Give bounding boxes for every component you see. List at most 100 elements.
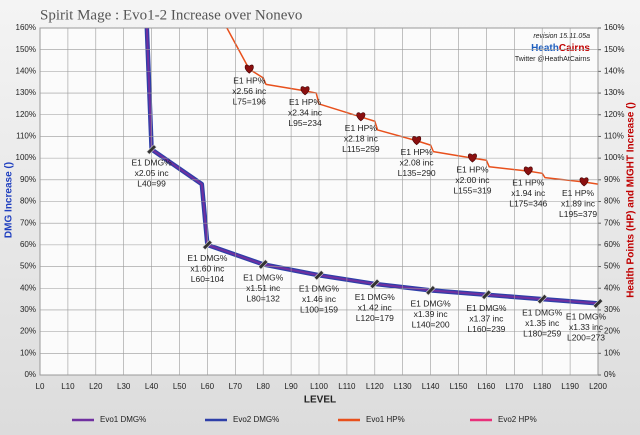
y2-tick-label: 80% [604,197,620,206]
x-tick-label: L170 [505,382,523,391]
y2-tick-label: 40% [604,283,620,292]
x-tick-label: L130 [394,382,412,391]
dmg-marker [313,270,325,281]
twitter: Twitter @HeathAtCairns [515,56,591,63]
x-tick-label: L120 [366,382,384,391]
y2-tick-label: 20% [604,327,620,336]
y-tick-label: 160% [16,23,36,32]
y2-tick-label: 120% [604,110,624,119]
x-tick-label: L50 [173,382,187,391]
annotation-line: E1 HP% [233,75,266,85]
hp-marker [579,177,589,187]
y2-tick-label: 90% [604,175,620,184]
annotation-line: E1 DMG% [522,307,563,317]
annotation-line: E1 HP% [345,123,378,133]
annotation-line: E1 DMG% [355,292,396,302]
annotation-line: L160=239 [467,324,505,334]
dmg-marker [425,285,436,296]
y-tick-label: 120% [16,110,36,119]
y-tick-label: 110% [16,132,36,141]
annotation-line: E1 HP% [456,164,489,174]
annotation-line: x1.35 inc [525,318,560,328]
x-tick-label: L70 [229,382,243,391]
legend-label: Evo2 DMG% [233,415,279,424]
x-tick-label: L150 [450,382,468,391]
y2-tick-label: 110% [604,132,624,141]
annotation-line: L100=159 [300,304,338,314]
annotation-line: L155=319 [453,185,491,195]
annotation-line: L120=179 [356,313,394,323]
annotation-line: x2.05 inc [135,168,170,178]
x-tick-label: L20 [89,382,103,391]
annotation-line: x2.18 inc [344,134,379,144]
y-tick-label: 0% [24,370,36,379]
y2-tick-label: 0% [604,370,616,379]
annotation-line: E1 HP% [562,188,595,198]
annotation-line: L200=273 [567,333,605,343]
annotation-line: L140=200 [412,320,450,330]
y-tick-label: 150% [16,45,36,54]
y2-tick-label: 140% [604,66,624,75]
y-tick-label: 40% [20,283,36,292]
annotation-line: x2.56 inc [232,86,267,96]
x-tick-label: L160 [478,382,496,391]
annotation-line: x1.42 inc [358,303,393,313]
y2-tick-label: 10% [604,348,620,357]
x-tick-label: L80 [257,382,271,391]
x-tick-label: L140 [422,382,440,391]
y-tick-label: 90% [20,175,36,184]
y2-tick-label: 100% [604,153,624,162]
x-tick-label: L190 [561,382,579,391]
annotation-line: L115=259 [342,144,380,154]
y-tick-label: 60% [20,240,36,249]
annotation-line: x1.39 inc [414,309,449,319]
dmg-marker [146,144,157,155]
y2-tick-label: 150% [604,45,624,54]
annotation-line: x1.46 inc [302,294,337,304]
dmg-marker [536,293,548,305]
annotation-line: L95=234 [288,118,322,128]
annotation-line: L180=259 [523,328,561,338]
y-tick-label: 10% [20,348,36,357]
dmg-marker [592,298,604,309]
y2-tick-label: 130% [604,88,624,97]
y-tick-label: 70% [20,218,36,227]
annotation-line: E1 HP% [512,177,545,187]
y2-tick-label: 50% [604,262,620,271]
annotation-line: L195=379 [559,209,597,219]
annotation-line: E1 HP% [401,147,434,157]
y2-tick-label: 30% [604,305,620,314]
chart-title: Spirit Mage : Evo1-2 Increase over Nonev… [40,7,302,23]
y-tick-label: 50% [20,262,36,271]
y-tick-label: 20% [20,327,36,336]
annotation-line: E1 DMG% [132,158,173,168]
annotation-line: E1 DMG% [187,253,228,263]
annotation-line: E1 DMG% [466,303,507,313]
y-tick-label: 140% [16,66,36,75]
hp-marker [523,166,533,176]
annotation-line: x1.94 inc [511,188,546,198]
x-axis-label: LEVEL [304,395,336,406]
y-tick-label: 30% [20,305,36,314]
annotation-line: E1 DMG% [243,273,284,283]
y-tick-label: 80% [20,197,36,206]
annotation-line: x2.34 inc [288,108,323,118]
brand-part: Cairns [559,43,591,54]
x-tick-label: L90 [284,382,298,391]
x-tick-label: L110 [338,382,356,391]
brand-part: Heath [531,43,559,54]
legend-label: Evo1 DMG% [100,415,146,424]
annotation-line: x2.08 inc [400,158,435,168]
legend-label: Evo2 HP% [498,415,537,424]
y2-axis-label: Health Points (HP) and MIGHT Increase () [626,102,637,298]
